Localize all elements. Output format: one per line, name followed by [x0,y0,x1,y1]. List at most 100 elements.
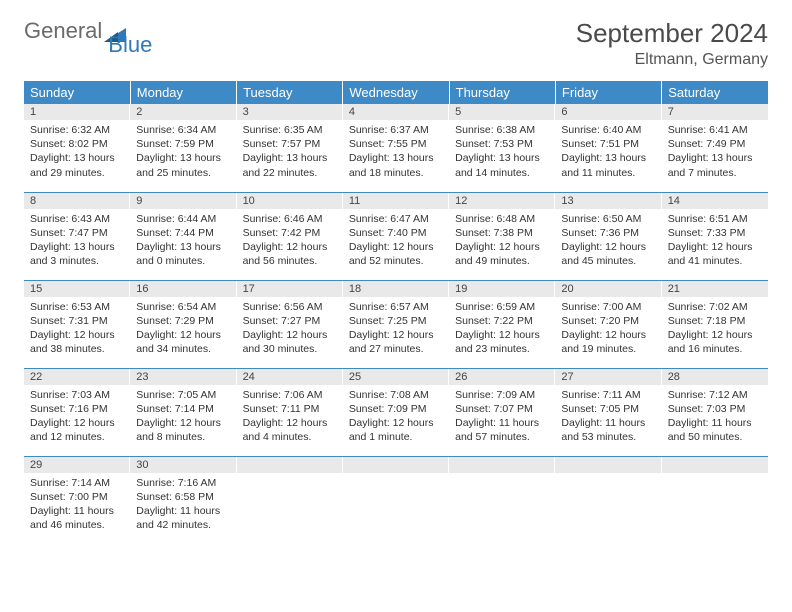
day-number: 10 [237,193,343,209]
day-number: 3 [237,104,343,120]
sunrise-text: Sunrise: 6:57 AM [349,300,443,314]
day-body-empty [237,473,343,523]
sunrise-text: Sunrise: 6:37 AM [349,123,443,137]
daylight-text: Daylight: 12 hours and 56 minutes. [243,240,337,268]
day-header: Thursday [449,81,555,104]
daylight-text: Daylight: 12 hours and 12 minutes. [30,416,124,444]
calendar-table: SundayMondayTuesdayWednesdayThursdayFrid… [24,81,768,544]
day-number: 30 [130,457,236,473]
sunrise-text: Sunrise: 6:56 AM [243,300,337,314]
sunset-text: Sunset: 7:57 PM [243,137,337,151]
sunrise-text: Sunrise: 7:02 AM [668,300,762,314]
sunset-text: Sunset: 7:55 PM [349,137,443,151]
sunrise-text: Sunrise: 7:05 AM [136,388,230,402]
calendar-day-cell [555,456,661,544]
day-body-empty [555,473,661,523]
sunrise-text: Sunrise: 6:51 AM [668,212,762,226]
sunset-text: Sunset: 7:22 PM [455,314,549,328]
logo-text-2: Blue [108,32,152,58]
calendar-day-cell [343,456,449,544]
sunrise-text: Sunrise: 6:40 AM [561,123,655,137]
calendar-week-row: 29Sunrise: 7:14 AMSunset: 7:00 PMDayligh… [24,456,768,544]
sunset-text: Sunset: 7:07 PM [455,402,549,416]
daylight-text: Daylight: 12 hours and 41 minutes. [668,240,762,268]
sunrise-text: Sunrise: 7:03 AM [30,388,124,402]
day-number: 12 [449,193,555,209]
calendar-day-cell: 16Sunrise: 6:54 AMSunset: 7:29 PMDayligh… [130,280,236,368]
sunset-text: Sunset: 7:38 PM [455,226,549,240]
day-body: Sunrise: 6:40 AMSunset: 7:51 PMDaylight:… [555,120,661,186]
daylight-text: Daylight: 13 hours and 29 minutes. [30,151,124,179]
sunset-text: Sunset: 7:00 PM [30,490,124,504]
day-number-empty [343,457,449,473]
logo-text-1: General [24,18,102,44]
sunrise-text: Sunrise: 6:35 AM [243,123,337,137]
sunset-text: Sunset: 7:16 PM [30,402,124,416]
daylight-text: Daylight: 12 hours and 19 minutes. [561,328,655,356]
day-number: 26 [449,369,555,385]
page-header: General Blue September 2024 Eltmann, Ger… [24,18,768,69]
calendar-week-row: 8Sunrise: 6:43 AMSunset: 7:47 PMDaylight… [24,192,768,280]
daylight-text: Daylight: 11 hours and 57 minutes. [455,416,549,444]
daylight-text: Daylight: 13 hours and 22 minutes. [243,151,337,179]
day-number: 6 [555,104,661,120]
calendar-day-cell: 12Sunrise: 6:48 AMSunset: 7:38 PMDayligh… [449,192,555,280]
day-number: 1 [24,104,130,120]
day-header: Monday [130,81,236,104]
day-number: 28 [662,369,768,385]
calendar-day-cell: 21Sunrise: 7:02 AMSunset: 7:18 PMDayligh… [662,280,768,368]
day-body: Sunrise: 7:11 AMSunset: 7:05 PMDaylight:… [555,385,661,451]
calendar-day-cell: 28 Sunrise: 7:12 AMSunset: 7:03 PMDayligh… [662,368,768,456]
sunrise-text: Sunrise: 6:41 AM [668,123,762,137]
calendar-day-cell: 4 Sunrise: 6:37 AMSunset: 7:55 PMDaylight… [343,104,449,192]
calendar-day-cell: 9Sunrise: 6:44 AMSunset: 7:44 PMDaylight… [130,192,236,280]
sunrise-text: Sunrise: 6:46 AM [243,212,337,226]
sunset-text: Sunset: 7:29 PM [136,314,230,328]
day-number: 17 [237,281,343,297]
sunrise-text: Sunrise: 6:34 AM [136,123,230,137]
day-body: Sunrise: 6:41 AMSunset: 7:49 PMDaylight:… [662,120,768,186]
sunrise-text: Sunrise: 6:38 AM [455,123,549,137]
sunset-text: Sunset: 7:31 PM [30,314,124,328]
calendar-day-cell: 5Sunrise: 6:38 AMSunset: 7:53 PMDaylight… [449,104,555,192]
day-number: 19 [449,281,555,297]
day-body: Sunrise: 7:09 AMSunset: 7:07 PMDaylight:… [449,385,555,451]
daylight-text: Daylight: 11 hours and 53 minutes. [561,416,655,444]
sunset-text: Sunset: 7:40 PM [349,226,443,240]
sunset-text: Sunset: 7:51 PM [561,137,655,151]
calendar-day-cell: 23Sunrise: 7:05 AMSunset: 7:14 PMDayligh… [130,368,236,456]
day-body: Sunrise: 6:46 AMSunset: 7:42 PMDaylight:… [237,209,343,275]
daylight-text: Daylight: 13 hours and 18 minutes. [349,151,443,179]
sunrise-text: Sunrise: 6:53 AM [30,300,124,314]
sunset-text: Sunset: 7:42 PM [243,226,337,240]
day-number: 27 [555,369,661,385]
sunset-text: Sunset: 7:03 PM [668,402,762,416]
day-body: Sunrise: 6:54 AMSunset: 7:29 PMDaylight:… [130,297,236,363]
sunset-text: Sunset: 7:27 PM [243,314,337,328]
sunrise-text: Sunrise: 7:11 AM [561,388,655,402]
calendar-day-cell: 13Sunrise: 6:50 AMSunset: 7:36 PMDayligh… [555,192,661,280]
day-body: Sunrise: 6:35 AMSunset: 7:57 PMDaylight:… [237,120,343,186]
day-body: Sunrise: 6:34 AMSunset: 7:59 PMDaylight:… [130,120,236,186]
day-number: 23 [130,369,236,385]
calendar-day-cell: 10Sunrise: 6:46 AMSunset: 7:42 PMDayligh… [237,192,343,280]
day-number-empty [555,457,661,473]
logo: General Blue [24,18,152,44]
calendar-day-cell: 8Sunrise: 6:43 AMSunset: 7:47 PMDaylight… [24,192,130,280]
calendar-day-cell [237,456,343,544]
calendar-day-cell [662,456,768,544]
sunrise-text: Sunrise: 7:12 AM [668,388,762,402]
day-body-empty [449,473,555,523]
daylight-text: Daylight: 12 hours and 4 minutes. [243,416,337,444]
daylight-text: Daylight: 13 hours and 11 minutes. [561,151,655,179]
day-body: Sunrise: 6:57 AMSunset: 7:25 PMDaylight:… [343,297,449,363]
daylight-text: Daylight: 11 hours and 50 minutes. [668,416,762,444]
day-number: 5 [449,104,555,120]
day-header: Saturday [662,81,768,104]
sunset-text: Sunset: 7:11 PM [243,402,337,416]
daylight-text: Daylight: 12 hours and 52 minutes. [349,240,443,268]
daylight-text: Daylight: 13 hours and 7 minutes. [668,151,762,179]
sunrise-text: Sunrise: 6:44 AM [136,212,230,226]
day-number: 4 [343,104,449,120]
sunset-text: Sunset: 7:33 PM [668,226,762,240]
